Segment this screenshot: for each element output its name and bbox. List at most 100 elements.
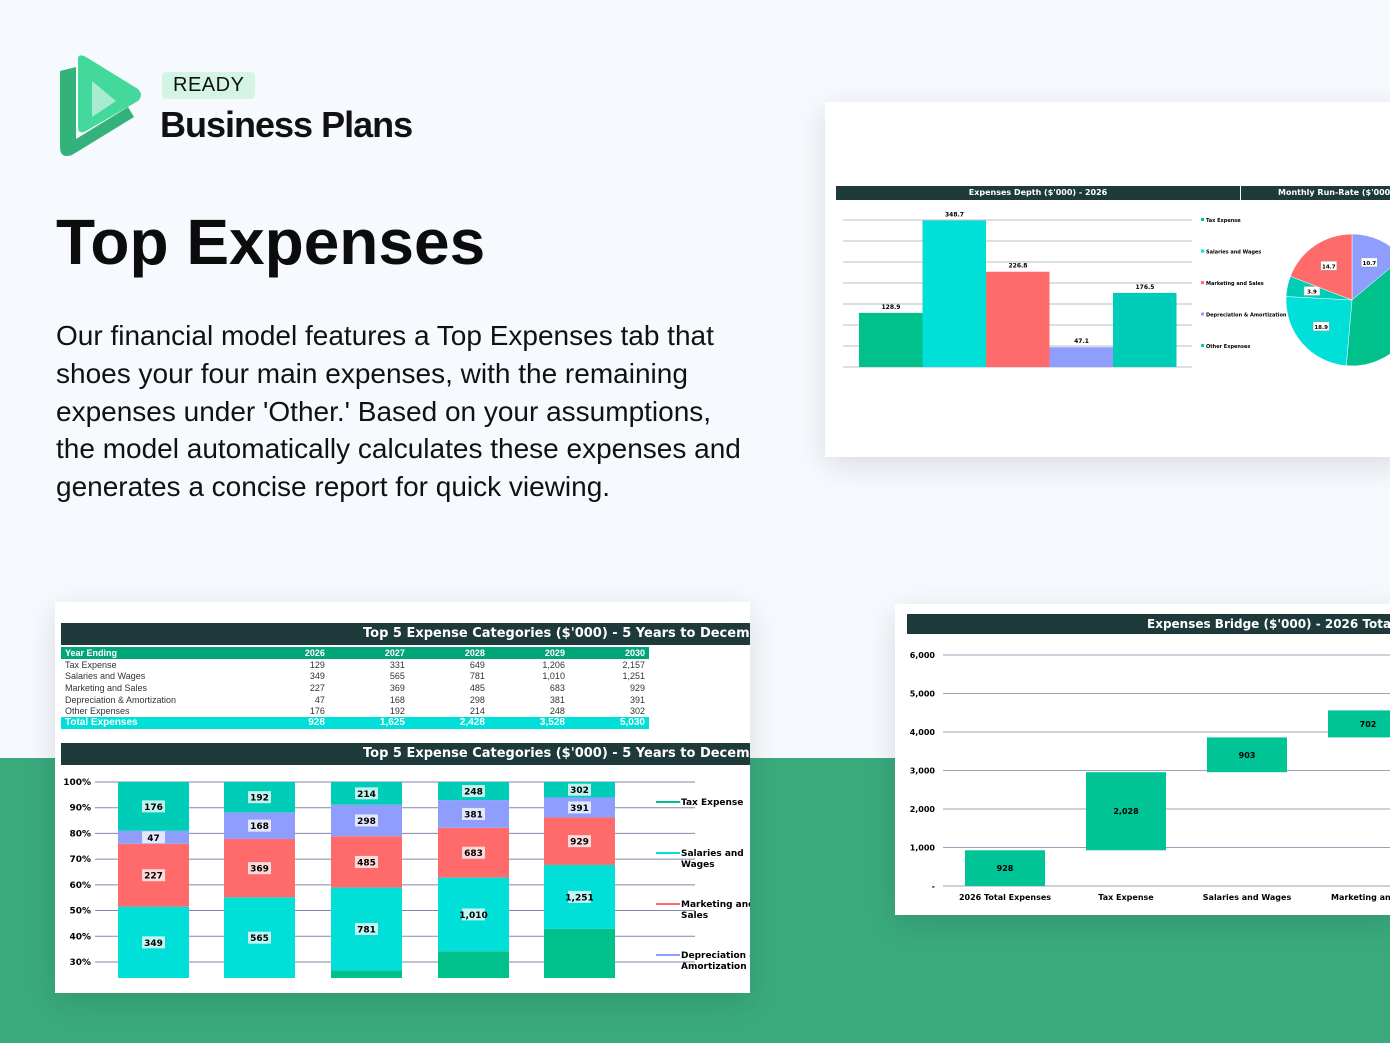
pie-slice-1 [1345, 267, 1390, 367]
expenses-depth-title: Expenses Depth ($'000) - 2026 [836, 186, 1240, 200]
legend-label-0: Tax Expense [681, 798, 743, 808]
stack-segment [544, 928, 615, 978]
bar-3 [1049, 347, 1113, 367]
table-cell: 1,625 [379, 717, 405, 729]
table-cell: 381 [549, 694, 565, 705]
segment-label: 214 [357, 790, 376, 800]
y-tick: 3,000 [910, 767, 936, 776]
bridge-bar-2 [1207, 737, 1287, 773]
segment-label-box [355, 855, 378, 868]
segment-label-box [568, 801, 591, 814]
y-tick: 100% [63, 778, 91, 788]
bar-label: 176.5 [1136, 284, 1155, 291]
y-tick: 40% [69, 932, 91, 942]
bridge-label: 903 [1239, 751, 1256, 760]
segment-label-box [462, 908, 485, 921]
pie-label: 14.7 [1322, 264, 1336, 270]
table-cell: 649 [469, 659, 485, 670]
table-cell: 214 [469, 706, 485, 717]
y-tick: 4,000 [910, 728, 936, 737]
table-cell: 2,428 [459, 717, 485, 729]
segment-label: 381 [464, 810, 483, 820]
table-cell: 781 [469, 671, 485, 682]
table-cell: 129 [309, 659, 325, 670]
table-cell: Total Expenses [65, 717, 138, 729]
segment-label: 565 [250, 934, 269, 944]
bridge-label: 702 [1360, 720, 1377, 729]
segment-label-box [142, 800, 165, 813]
table-cell: 565 [389, 671, 405, 682]
bridge-label: 2,028 [1113, 807, 1139, 816]
bridge-title: Expenses Bridge ($'000) - 2026 Total Exp… [907, 614, 1390, 634]
table-row: Salaries and Wages 349 565 781 1,010 1,251 [61, 670, 649, 682]
bridge-label: 928 [997, 864, 1014, 873]
legend-swatch [1201, 312, 1204, 316]
bar-1 [922, 220, 986, 367]
table-cell: 2026 [304, 647, 325, 658]
table-cell: 2027 [384, 647, 405, 658]
bar-2 [986, 271, 1050, 367]
segment-label-box [142, 869, 165, 882]
expenses-depth-chart: 128.9 348.7 226.8 47.1 176.5 Tax Expense Salar… [843, 212, 1390, 368]
table-cell: 928 [308, 717, 325, 729]
segment-label: 227 [144, 872, 163, 882]
segment-label-box [568, 835, 591, 848]
table-row: Marketing and Sales 227 369 485 683 929 [61, 682, 649, 694]
table-cell: Tax Expense [65, 659, 117, 670]
segment-label-box [142, 831, 165, 844]
stacked-chart: 100% 90% 80% 70% 60% 50% 40% 30% 349 227 47 176 565 3… [63, 778, 750, 978]
y-tick: - [932, 882, 935, 891]
segment-label-box [355, 922, 378, 935]
y-tick: 60% [69, 881, 91, 891]
top5-card: Top 5 Expense Categories ($'000) - 5 Yea… [55, 602, 750, 993]
y-tick: 2,000 [910, 805, 936, 814]
table-cell: Depreciation & Amortization [65, 694, 177, 705]
table-cell: 369 [389, 682, 405, 693]
table-cell: 248 [549, 706, 565, 717]
pie-label-box [1361, 257, 1378, 268]
segment-label: 1,010 [459, 911, 487, 921]
bridge-bar-0 [965, 850, 1045, 886]
table-cell: 2030 [624, 647, 645, 658]
table-row: Other Expenses 176 192 214 248 302 [61, 705, 649, 717]
run-rate-title: Monthly Run-Rate ($'000) - [1241, 186, 1390, 200]
table-cell: Year Ending [65, 647, 118, 658]
legend-label-3: Depreciation & Amortization [681, 951, 750, 972]
segment-label-box [248, 862, 271, 875]
table-cell: 227 [309, 682, 325, 693]
page-title: Top Expenses [56, 206, 486, 278]
expense-table: Year Ending 2026 2027 2028 2029 2030 Tax Expen… [61, 647, 649, 729]
segment-label: 298 [357, 817, 376, 827]
stack-segment [331, 970, 402, 978]
y-tick: 1,000 [910, 844, 936, 853]
segment-label: 929 [570, 838, 589, 848]
table-cell: 331 [389, 659, 405, 670]
pie-label: 10.7 [1363, 261, 1377, 267]
table-header: Year Ending 2026 2027 2028 2029 2030 [61, 647, 649, 659]
pie-label: 3.9 [1307, 289, 1317, 295]
legend-label: Other Expenses [1206, 344, 1250, 350]
table-cell: 3,528 [539, 717, 565, 729]
bar-label: 348.7 [945, 212, 964, 219]
segment-label: 1,251 [565, 893, 593, 903]
pie-label: 18.9 [1314, 325, 1328, 331]
table-cell: 683 [549, 682, 565, 693]
logo-icon [60, 55, 141, 156]
table-cell: 298 [469, 694, 485, 705]
y-tick: 50% [69, 907, 91, 917]
segment-label: 302 [570, 786, 589, 796]
segment-label: 683 [464, 849, 483, 859]
table-cell: 2028 [464, 647, 485, 658]
x-label: Salaries and Wages [1203, 893, 1292, 902]
segment-label-box [355, 787, 378, 800]
legend-swatch [1201, 249, 1204, 253]
legend-label-1: Salaries and Wages [681, 849, 744, 870]
segment-label: 168 [250, 822, 269, 832]
segment-label-box [462, 807, 485, 820]
table-title: Top 5 Expense Categories ($'000) - 5 Yea… [61, 623, 750, 645]
table-cell: Salaries and Wages [65, 671, 146, 682]
legend-label: Tax Expense [1206, 218, 1241, 224]
y-tick: 80% [69, 829, 91, 839]
table-cell: 2029 [544, 647, 565, 658]
pie-label-box [1312, 321, 1330, 332]
